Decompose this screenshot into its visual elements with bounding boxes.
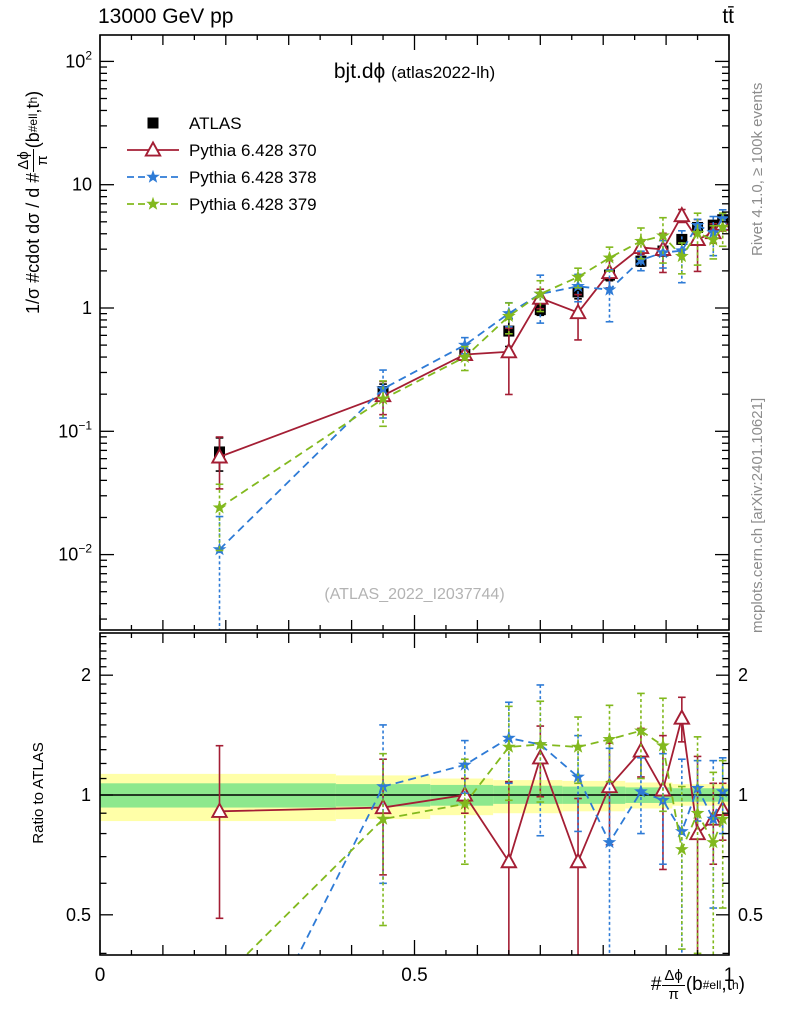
beam-energy-label: 13000 GeV pp	[98, 5, 234, 28]
ratio-tick-label-left: 0.5	[66, 905, 91, 925]
ratio-tick-label-right: 0.5	[738, 905, 763, 925]
main-series-0	[214, 214, 729, 472]
ratio-tick-label-left: 2	[81, 665, 91, 685]
process-label: tt̄	[722, 5, 734, 28]
mcplots-credit-label: mcplots.cern.ch [arXiv:2401.10621]	[749, 397, 766, 633]
analysis-tag: (atlas2022-lh)	[391, 63, 496, 82]
y-tick-label: 10−1	[58, 418, 92, 441]
x-tick-label: 0.5	[401, 965, 427, 986]
plot-title: bjt.dϕ (atlas2022-lh)	[100, 60, 729, 84]
main-series-3	[212, 212, 729, 552]
delta-phi-over-pi-fraction: Δϕ π	[662, 967, 685, 1003]
observable-name: bjt.dϕ	[333, 60, 386, 83]
delta-phi-over-pi-fraction: Δϕ π	[15, 149, 51, 172]
x-tick-label: 1	[724, 965, 735, 986]
y-tick-label: 1	[82, 298, 92, 318]
legend-entry-label: ATLAS	[189, 114, 242, 133]
y-tick-label: 10	[72, 175, 92, 195]
main-y-axis-label: 1/σ #cdot dσ / d # Δϕ π (b #ell ,t h)	[15, 90, 51, 314]
legend-entry-label: Pythia 6.428 379	[189, 195, 317, 214]
x-axis-label: # Δϕ π (b #ell ,t h)	[650, 967, 745, 1003]
y-tick-label: 102	[65, 48, 92, 71]
legend-entry-label: Pythia 6.428 378	[189, 168, 317, 187]
x-tick-label: 0	[95, 965, 106, 986]
ratio-series-3	[244, 692, 729, 955]
rivet-version-label: Rivet 4.1.0, ≥ 100k events	[749, 82, 766, 256]
axis-ticks	[99, 35, 730, 955]
ratio-tick-label-right: 1	[738, 785, 748, 805]
legend-entry-label: Pythia 6.428 370	[189, 141, 317, 160]
y-tick-label: 10−2	[58, 542, 92, 565]
ratio-tick-label-right: 2	[738, 665, 748, 685]
ratio-tick-label-left: 1	[81, 785, 91, 805]
legend: ATLAS Pythia 6.428 370 Pythia 6.428 378 Pyt…	[127, 114, 317, 214]
analysis-watermark: (ATLAS_2022_I2037744)	[324, 586, 505, 603]
ratio-y-axis-label: Ratio to ATLAS	[30, 742, 47, 844]
main-series-1	[210, 206, 729, 490]
